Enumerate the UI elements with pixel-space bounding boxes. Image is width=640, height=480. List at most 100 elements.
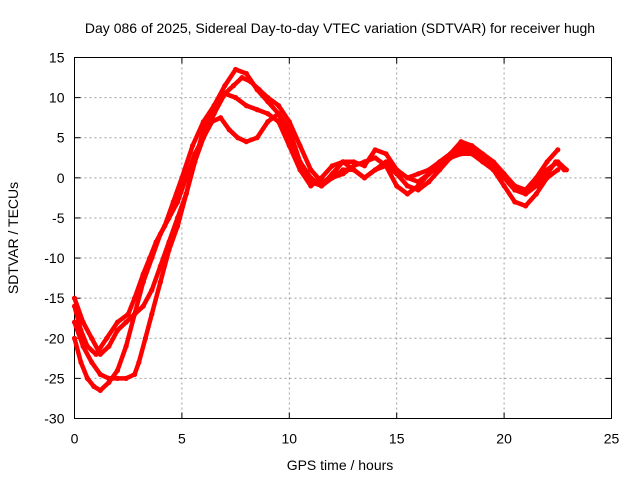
data-point	[106, 379, 112, 385]
x-tick-label: 10	[282, 431, 298, 447]
data-point	[404, 183, 410, 189]
data-point	[132, 295, 138, 301]
x-tick-label: 20	[496, 431, 512, 447]
data-point	[254, 107, 260, 113]
data-point	[533, 183, 539, 189]
data-point	[351, 159, 357, 165]
data-point	[226, 127, 232, 133]
data-point	[372, 147, 378, 153]
data-point	[142, 335, 148, 341]
data-point	[561, 167, 567, 173]
data-point	[80, 343, 86, 349]
data-point	[71, 335, 78, 341]
data-point	[404, 191, 410, 197]
data-point	[179, 175, 185, 181]
data-point	[84, 375, 90, 381]
data-point	[78, 359, 84, 365]
data-point	[89, 359, 95, 365]
data-point	[523, 203, 529, 209]
data-point	[458, 151, 464, 157]
data-point	[276, 111, 282, 117]
data-point	[555, 147, 561, 153]
data-point	[286, 135, 292, 141]
data-point	[166, 239, 172, 245]
data-point	[230, 83, 237, 89]
data-point	[297, 143, 303, 149]
x-tick-label: 5	[178, 431, 186, 447]
data-point	[318, 183, 325, 189]
data-point	[361, 175, 368, 181]
y-tick-label: -15	[44, 290, 64, 306]
data-point	[394, 183, 400, 189]
data-point	[254, 87, 260, 93]
data-point	[544, 159, 550, 165]
data-point	[106, 343, 112, 349]
x-tick-labels: 0 5 10 15 20 25	[71, 431, 620, 447]
data-point	[192, 159, 198, 165]
data-point	[125, 311, 131, 317]
data-point	[415, 171, 421, 177]
data-point	[372, 155, 378, 161]
y-tick-label: -10	[44, 250, 64, 266]
data-point	[512, 183, 518, 189]
data-point	[132, 371, 138, 377]
x-axis-label: GPS time / hours	[287, 457, 394, 473]
data-point	[140, 279, 146, 285]
data-point	[190, 143, 196, 149]
data-point	[308, 167, 314, 173]
data-point	[183, 191, 189, 197]
data-point	[157, 263, 163, 269]
data-point	[383, 151, 389, 157]
data-point	[233, 66, 239, 73]
data-point	[114, 319, 121, 325]
data-point	[114, 367, 121, 373]
data-point	[175, 215, 181, 221]
series-track-1	[71, 91, 570, 357]
data-point	[222, 83, 228, 89]
data-point	[149, 311, 155, 317]
data-point	[480, 151, 486, 157]
data-point	[183, 175, 189, 181]
data-point	[149, 255, 155, 261]
data-point	[265, 111, 271, 117]
data-point	[383, 163, 389, 169]
data-point	[123, 319, 129, 325]
data-point	[97, 371, 103, 377]
data-point	[239, 75, 245, 81]
data-point	[157, 231, 163, 237]
plot-frame	[74, 57, 612, 419]
data-point	[533, 191, 539, 197]
data-point	[340, 159, 346, 165]
x-tick-label: 0	[71, 431, 79, 447]
data-point	[91, 383, 97, 389]
data-point	[218, 115, 224, 121]
series-track-3	[71, 111, 561, 393]
data-point	[329, 171, 335, 177]
y-tick-label: 0	[57, 170, 65, 186]
data-point	[447, 151, 453, 157]
data-point	[243, 139, 249, 145]
data-point	[71, 295, 78, 301]
data-point	[404, 175, 410, 181]
data-point	[555, 167, 561, 173]
data-point	[254, 135, 260, 141]
data-point	[276, 103, 282, 109]
data-point	[209, 119, 215, 125]
data-point	[340, 171, 346, 177]
data-point	[97, 351, 103, 357]
y-tick-labels: -30 -25 -20 -15 -10 -5 0 5 10 15	[44, 50, 64, 427]
data-point	[166, 215, 172, 221]
x-tick-label: 25	[604, 431, 620, 447]
series-track-4	[71, 66, 561, 357]
data-point	[329, 163, 335, 169]
y-tick-label: 5	[57, 130, 65, 146]
x-tick-label: 15	[389, 431, 405, 447]
data-point	[71, 319, 78, 325]
data-point	[233, 95, 239, 101]
data-point	[211, 103, 217, 109]
data-point	[265, 99, 271, 105]
data-point	[490, 159, 496, 165]
data-point	[553, 159, 559, 165]
data-point	[243, 70, 249, 77]
